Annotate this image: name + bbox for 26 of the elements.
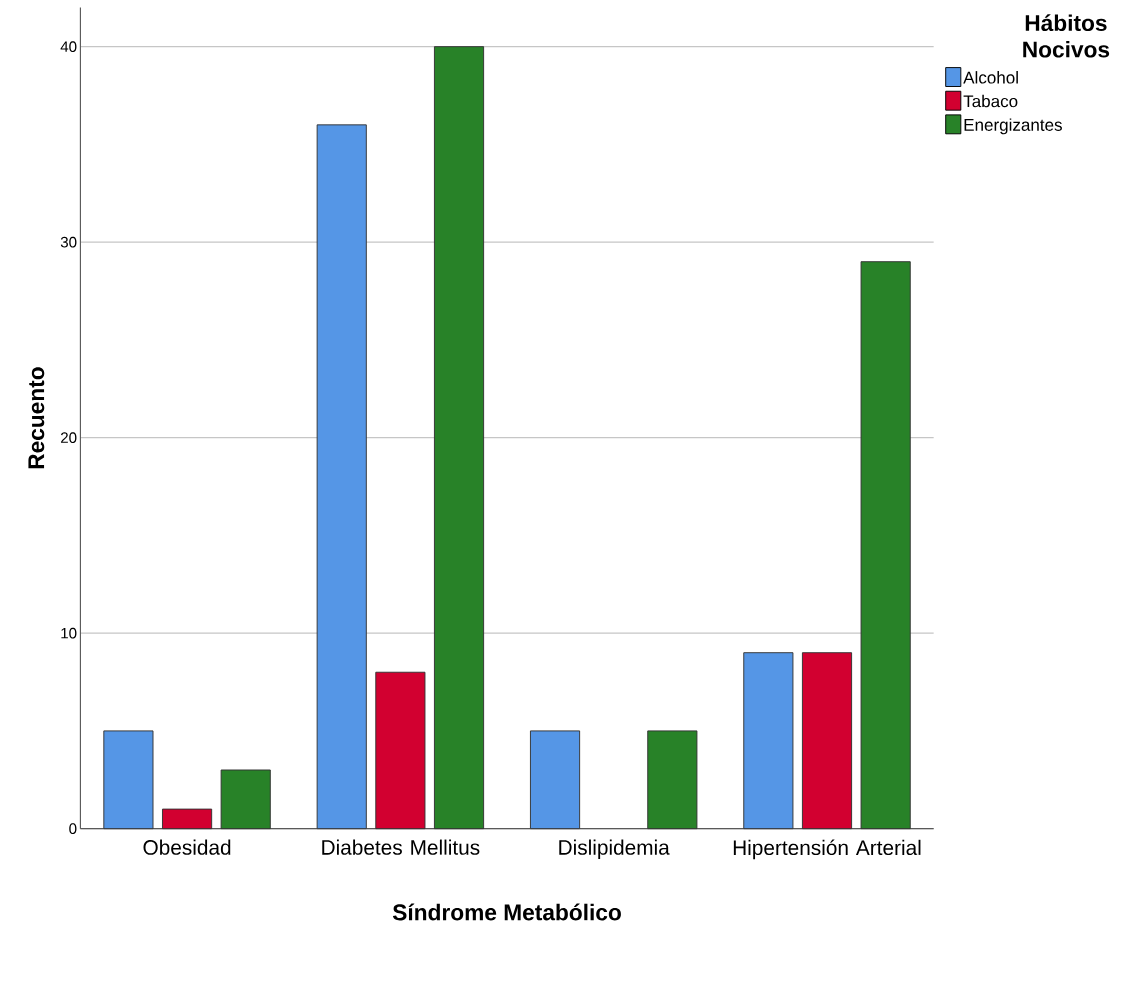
- x-tick-label: Dislipidemia: [559, 839, 670, 860]
- legend-label: Tabaco: [963, 94, 1018, 108]
- legend-title: Hábitos Nocivos: [1023, 14, 1110, 58]
- bar: [529, 730, 581, 830]
- bar: [801, 652, 853, 830]
- y-tick-label: 0: [69, 823, 77, 835]
- bar: [161, 808, 213, 830]
- legend-label: Alcohol: [963, 71, 1018, 84]
- bar: [375, 671, 426, 830]
- y-tick-label: 10: [61, 627, 77, 639]
- y-tick-label: 20: [60, 432, 77, 444]
- bar: [103, 730, 154, 830]
- bar: [220, 769, 271, 830]
- legend-label: Energizantes: [964, 118, 1062, 135]
- bar: [647, 730, 698, 830]
- bar: [860, 261, 911, 830]
- x-tick-label: Diabetes Mellitus: [322, 839, 480, 855]
- y-tick-label: 40: [60, 41, 77, 53]
- x-axis-title: Síndrome Metabólico: [392, 903, 621, 921]
- y-tick-label: 30: [60, 236, 77, 248]
- y-axis-title: Recuento: [28, 367, 45, 469]
- x-tick-label: Obesidad: [143, 839, 231, 855]
- bar: [433, 46, 485, 830]
- x-tick-label: Hipertensión Arterial: [733, 839, 921, 860]
- bar: [316, 124, 367, 830]
- bar: [743, 652, 794, 830]
